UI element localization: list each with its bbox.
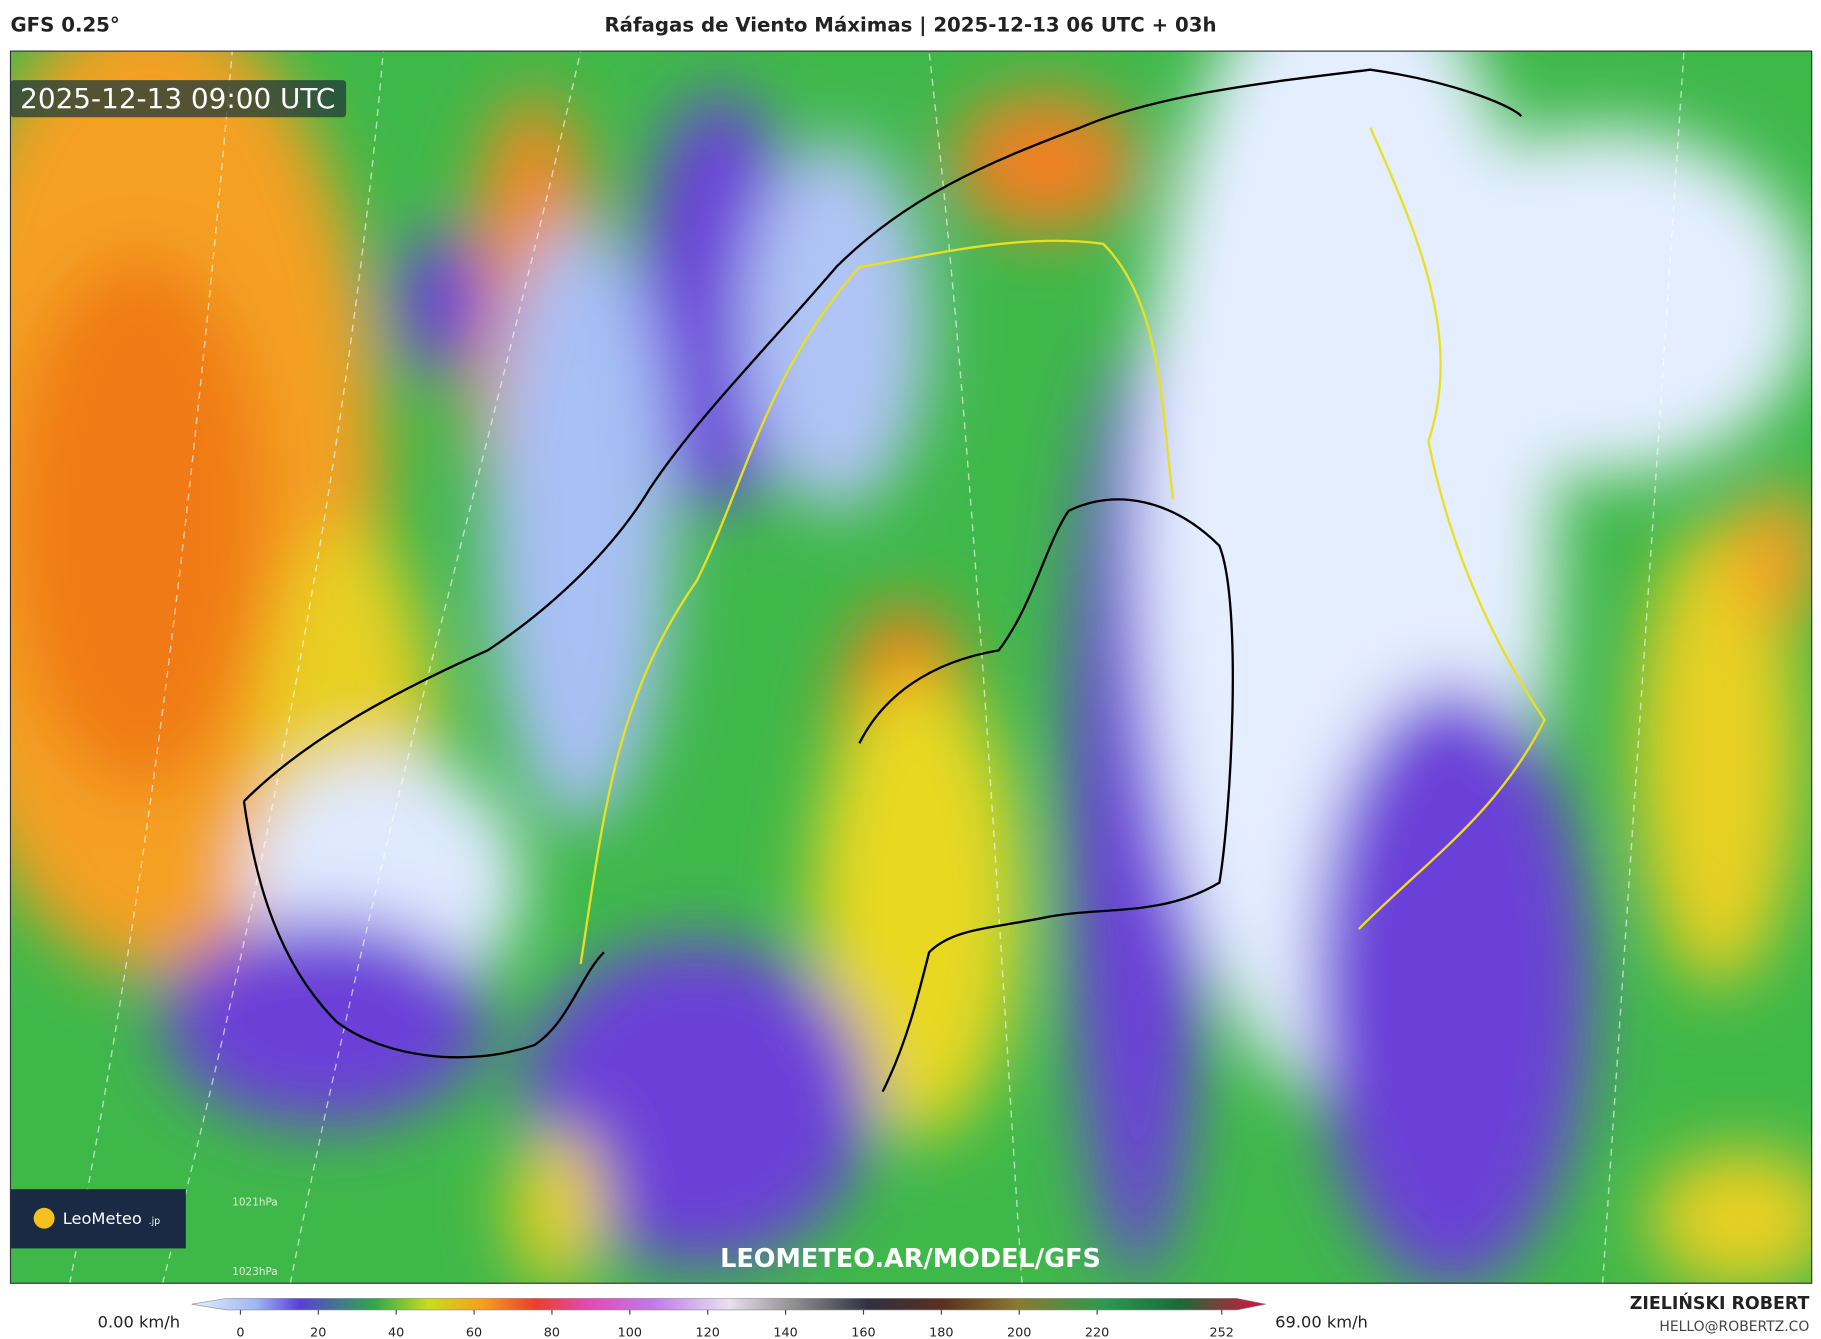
map-title: Ráfagas de Viento Máximas | 2025-12-13 0… [604,13,1216,36]
colorbar-tick-label: 160 [851,1326,875,1339]
logo-sun [33,1207,55,1229]
colorbar-tick-label: 0 [236,1326,244,1339]
colorbar-min: 0.00 km/h [98,1312,180,1331]
coastlines [242,68,1523,1093]
timestamp: 2025-12-13 09:00 UTC [20,82,335,115]
colorbar-tick-label: 40 [388,1326,404,1339]
colorbar-tick-label: 220 [1085,1326,1109,1339]
email: HELLO@ROBERTZ.CO [1659,1319,1809,1335]
isobar-label: 1023hPa [232,1266,277,1278]
colorbar-tick-label: 80 [544,1326,560,1339]
timestamp-box [10,80,347,118]
wind-map: 1021hPa 1023hPa [10,51,1812,1284]
colorbar-tick-label: 100 [618,1326,642,1339]
colorbar-tick-label: 252 [1210,1326,1234,1339]
logo-suffix: .jp [149,1216,161,1227]
colorbar-tick-label: 120 [696,1326,720,1339]
borders [579,127,1546,965]
colorbar-tick-label: 20 [310,1326,326,1339]
logo-text: LeoMeteo [63,1209,142,1228]
colorbar-tick-label: 180 [929,1326,953,1339]
watermark: LEOMETEO.AR/MODEL/GFS [720,1244,1101,1274]
colorbar-tick-label: 200 [1007,1326,1031,1339]
colorbar-ticks: 0 20 40 60 80 100 120 140 160 180 200 220 252 [236,1309,1234,1339]
author: ZIELIŃSKI ROBERT [1630,1292,1810,1314]
colorbar-max: 69.00 km/h [1275,1312,1368,1331]
isobar-labels: 1021hPa 1023hPa [232,1196,277,1278]
model-label: GFS 0.25° [10,13,119,36]
colorbar-tick-label: 60 [466,1326,482,1339]
colorbar-tick-label: 140 [773,1326,797,1339]
map-frame [9,50,1813,1284]
colorbar [191,1298,1266,1311]
isobar-label: 1021hPa [232,1196,277,1208]
isobars [69,51,1685,1284]
